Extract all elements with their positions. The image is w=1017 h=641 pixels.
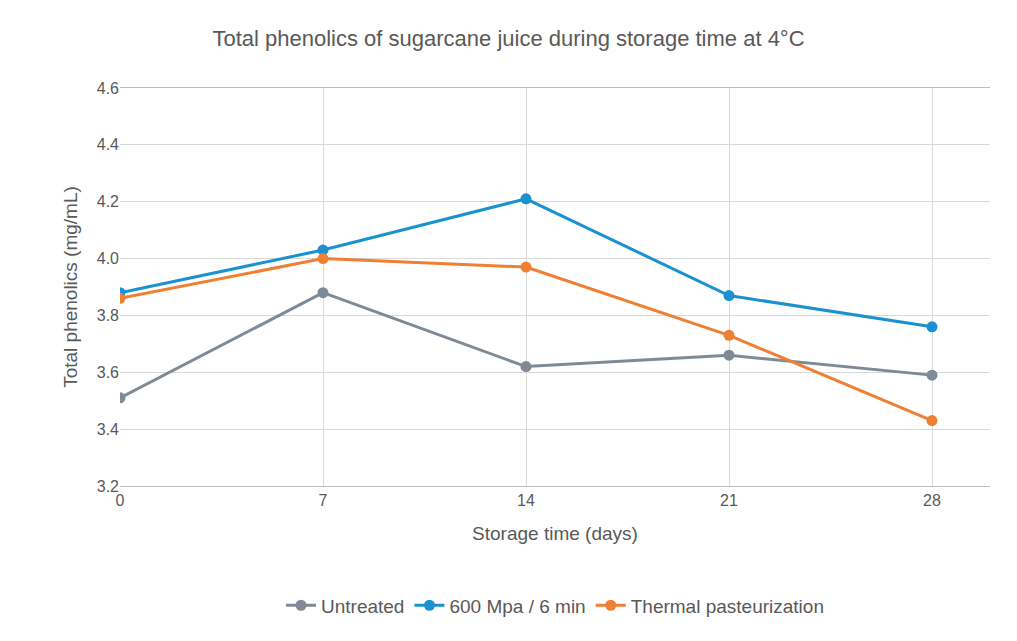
- svg-text:4.0: 4.0: [97, 250, 119, 267]
- svg-text:4.4: 4.4: [97, 136, 119, 153]
- svg-text:3.4: 3.4: [97, 421, 119, 438]
- svg-text:Thermal pasteurization: Thermal pasteurization: [631, 596, 824, 617]
- svg-text:3.8: 3.8: [97, 307, 119, 324]
- svg-text:4.2: 4.2: [97, 193, 119, 210]
- svg-text:28: 28: [923, 492, 941, 509]
- svg-text:0: 0: [116, 492, 125, 509]
- svg-text:Total phenolics (mg/mL): Total phenolics (mg/mL): [60, 186, 81, 388]
- svg-text:Total phenolics of sugarcane j: Total phenolics of sugarcane juice durin…: [212, 26, 804, 51]
- svg-text:21: 21: [720, 492, 738, 509]
- svg-text:4.6: 4.6: [97, 80, 119, 97]
- svg-text:3.6: 3.6: [97, 364, 119, 381]
- svg-text:Storage time (days): Storage time (days): [472, 523, 638, 544]
- svg-text:600 Mpa / 6 min: 600 Mpa / 6 min: [449, 596, 585, 617]
- svg-text:3.2: 3.2: [97, 478, 119, 495]
- svg-text:7: 7: [319, 492, 328, 509]
- svg-text:14: 14: [517, 492, 535, 509]
- svg-text:Untreated: Untreated: [321, 596, 404, 617]
